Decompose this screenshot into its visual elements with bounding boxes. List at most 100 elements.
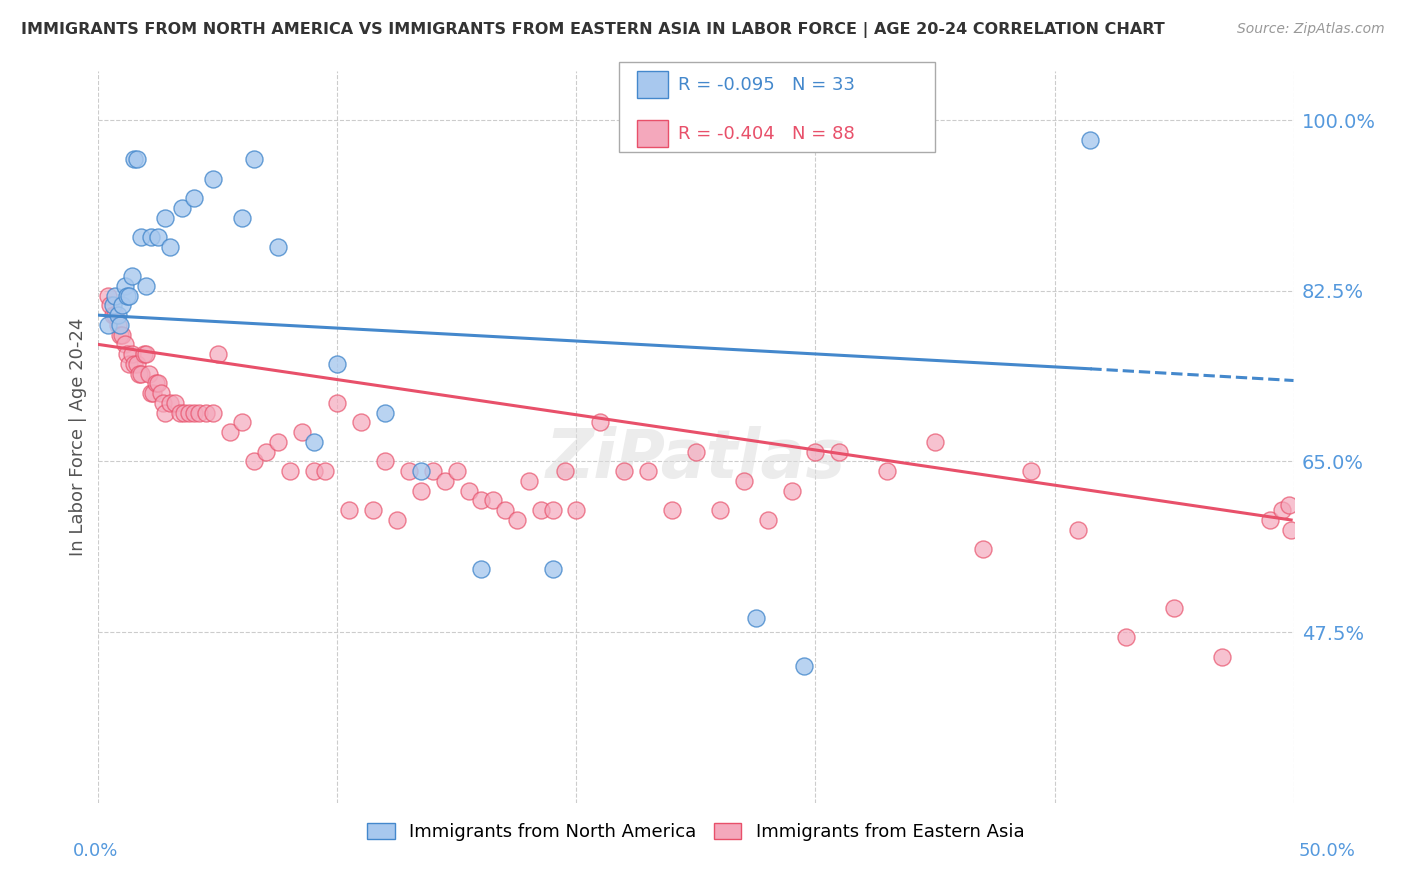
Legend: Immigrants from North America, Immigrants from Eastern Asia: Immigrants from North America, Immigrant… (360, 816, 1032, 848)
Point (115, 288, 138, 302)
Point (98, 298, 122, 312)
Point (108, 327, 131, 342)
Point (142, 386, 165, 401)
Point (1258, 513, 1281, 527)
Point (804, 444, 827, 458)
Point (254, 444, 277, 458)
Point (733, 474, 755, 488)
Point (780, 483, 803, 498)
Point (108, 318, 131, 332)
Point (828, 444, 851, 458)
Point (173, 406, 195, 420)
Point (115, 347, 138, 361)
Point (135, 347, 157, 361)
Point (278, 464, 301, 478)
Point (972, 542, 994, 557)
Text: 50.0%: 50.0% (1299, 842, 1355, 860)
Point (104, 288, 127, 302)
Point (267, 434, 290, 449)
Point (554, 464, 576, 478)
Point (187, 406, 209, 420)
Point (145, 376, 167, 391)
Point (118, 288, 141, 302)
Point (202, 406, 225, 420)
Text: R = -0.404   N = 88: R = -0.404 N = 88 (678, 125, 855, 143)
Point (219, 425, 242, 440)
Point (709, 503, 731, 517)
Point (111, 298, 134, 312)
Point (385, 513, 409, 527)
Point (613, 464, 636, 478)
Point (195, 406, 218, 420)
Text: 0.0%: 0.0% (73, 842, 118, 860)
Point (506, 513, 529, 527)
Point (159, 240, 181, 254)
Point (202, 171, 225, 186)
Point (446, 464, 468, 478)
Point (125, 152, 148, 166)
Point (541, 562, 564, 576)
Point (231, 416, 253, 430)
Text: R = -0.095   N = 33: R = -0.095 N = 33 (678, 76, 855, 94)
Point (148, 230, 170, 244)
Point (637, 464, 659, 478)
Point (422, 464, 444, 478)
Point (291, 425, 314, 440)
Point (152, 396, 174, 410)
Point (121, 347, 143, 361)
Point (302, 434, 325, 449)
Point (363, 503, 385, 517)
Point (374, 454, 396, 468)
Point (589, 416, 612, 430)
Point (530, 503, 553, 517)
Point (107, 318, 129, 332)
Point (541, 503, 564, 517)
Point (565, 503, 588, 517)
Text: Source: ZipAtlas.com: Source: ZipAtlas.com (1237, 22, 1385, 37)
Point (159, 396, 181, 410)
Point (470, 562, 492, 576)
Point (1271, 503, 1294, 517)
Point (128, 367, 150, 381)
Point (114, 279, 136, 293)
Point (183, 191, 205, 205)
Point (494, 503, 516, 517)
Point (302, 464, 325, 478)
Point (172, 201, 194, 215)
Point (1019, 464, 1042, 478)
Point (111, 327, 134, 342)
Text: IMMIGRANTS FROM NORTH AMERICA VS IMMIGRANTS FROM EASTERN ASIA IN LABOR FORCE | A: IMMIGRANTS FROM NORTH AMERICA VS IMMIGRA… (21, 22, 1164, 38)
Y-axis label: In Labor Force | Age 20-24: In Labor Force | Age 20-24 (69, 318, 87, 557)
Point (138, 367, 160, 381)
Point (267, 240, 290, 254)
Point (131, 367, 153, 381)
Point (1080, 133, 1102, 147)
Point (97, 318, 120, 332)
Point (517, 474, 540, 488)
Point (924, 434, 946, 449)
Point (114, 337, 136, 351)
Point (1278, 499, 1301, 513)
Point (97, 288, 120, 302)
Point (434, 474, 457, 488)
Text: ZiPatlas: ZiPatlas (546, 426, 846, 492)
Point (326, 396, 349, 410)
Point (121, 269, 143, 284)
Point (411, 483, 433, 498)
Point (339, 503, 361, 517)
Point (107, 308, 129, 322)
Point (326, 357, 349, 371)
Point (756, 513, 779, 527)
Point (374, 406, 396, 420)
Point (101, 298, 124, 312)
Point (148, 376, 170, 391)
Point (1211, 649, 1233, 664)
Point (155, 211, 177, 225)
Point (315, 464, 337, 478)
Point (398, 464, 420, 478)
Point (1067, 523, 1090, 537)
Point (481, 493, 505, 508)
Point (124, 152, 146, 166)
Point (458, 483, 481, 498)
Point (1115, 630, 1137, 644)
